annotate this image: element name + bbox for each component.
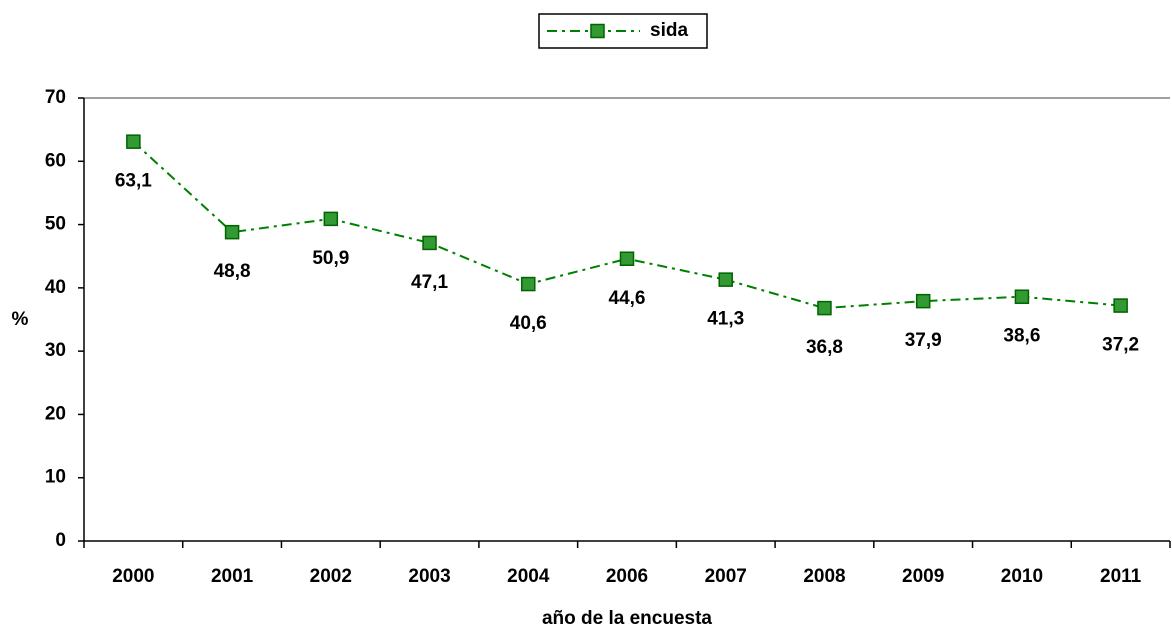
marker	[915, 293, 931, 309]
y-tick-label: 10	[45, 467, 66, 488]
data-label: 48,8	[214, 261, 251, 282]
x-tick-label: 2008	[803, 566, 845, 587]
y-tick-label: 40	[45, 277, 66, 298]
y-tick-label: 20	[45, 403, 66, 424]
marker	[817, 300, 832, 316]
marker	[224, 224, 240, 240]
marker	[126, 134, 141, 149]
y-tick-label: 50	[45, 214, 66, 235]
x-tick-label: 2011	[1100, 566, 1142, 587]
y-tick-label: 60	[45, 150, 66, 171]
x-tick-label: 2000	[112, 566, 154, 587]
data-label: 50,9	[312, 248, 349, 269]
marker	[1014, 289, 1030, 304]
y-axis-title: %	[12, 309, 29, 330]
marker	[619, 251, 635, 266]
data-label: 37,9	[905, 330, 942, 351]
x-axis-title: año de la encuesta	[542, 608, 712, 629]
data-label: 38,6	[1003, 326, 1040, 347]
x-tick-label: 2003	[408, 566, 450, 587]
data-label: 40,6	[510, 313, 547, 334]
data-label: 63,1	[115, 171, 152, 192]
y-tick-label: 70	[45, 87, 66, 108]
x-tick-label: 2006	[606, 566, 648, 587]
marker	[1113, 298, 1128, 313]
series-line	[132, 140, 1121, 310]
x-tick-label: 2007	[705, 566, 747, 587]
marker	[323, 211, 339, 227]
marker	[422, 235, 437, 251]
data-label: 37,2	[1102, 335, 1139, 356]
x-tick-label: 2001	[211, 566, 254, 587]
legend-marker	[590, 23, 605, 39]
legend-label: sida	[650, 20, 688, 41]
y-tick-label: 30	[45, 340, 66, 361]
y-tick-label: 0	[55, 530, 66, 551]
marker	[521, 276, 536, 292]
x-tick-label: 2002	[310, 566, 352, 587]
data-label: 44,6	[609, 288, 646, 309]
x-tick-label: 2004	[507, 566, 550, 587]
marker	[718, 272, 733, 287]
x-tick-label: 2009	[902, 566, 944, 587]
data-label: 41,3	[707, 309, 744, 330]
x-tick-label: 2010	[1001, 566, 1043, 587]
data-label: 47,1	[411, 272, 448, 293]
data-label: 36,8	[806, 337, 843, 358]
